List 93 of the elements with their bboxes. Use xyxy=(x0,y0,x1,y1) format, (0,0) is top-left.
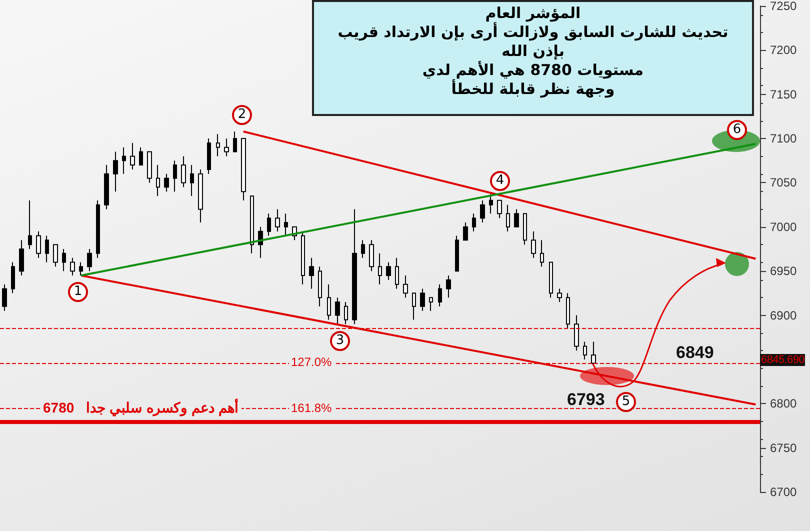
candlestick xyxy=(284,213,288,236)
candlestick xyxy=(216,134,220,157)
y-tick-label: 7200 xyxy=(770,43,798,58)
annotation: 6793 xyxy=(567,390,605,410)
candlestick xyxy=(309,257,314,290)
candlestick xyxy=(45,235,49,263)
candlestick xyxy=(173,160,177,192)
y-tick-label: 7150 xyxy=(770,87,798,102)
candlestick xyxy=(378,252,382,285)
annotation: 6849 xyxy=(676,343,714,363)
candlestick xyxy=(412,292,416,320)
candlestick xyxy=(190,164,194,196)
chart-title: المؤشر العام xyxy=(484,4,582,22)
candlestick xyxy=(70,257,75,276)
ref-line-label: أهم دعم وكسره سلبي جدا 6780 xyxy=(43,397,238,416)
candlestick xyxy=(361,240,365,258)
candlestick xyxy=(489,194,493,214)
text: 6845.690 xyxy=(760,354,806,366)
candlestick xyxy=(113,151,118,192)
candlestick xyxy=(506,204,510,232)
annotation: 1 xyxy=(68,282,88,302)
annotation: 161.8% xyxy=(289,401,334,415)
candlestick xyxy=(241,138,246,201)
candlestick xyxy=(369,240,374,272)
candlestick xyxy=(549,262,553,298)
y-tick-label: 6950 xyxy=(770,264,798,278)
candlestick xyxy=(583,341,587,360)
candlestick xyxy=(420,288,425,312)
y-tick-label: 6900 xyxy=(770,308,798,322)
y-tick-label: 7250 xyxy=(770,0,798,13)
candlestick xyxy=(198,168,203,223)
candlestick xyxy=(87,248,92,272)
candlestick xyxy=(497,200,502,219)
candlestick xyxy=(480,200,485,223)
candlestick xyxy=(36,230,41,258)
candlestick xyxy=(344,302,348,325)
candlestick xyxy=(531,230,536,258)
annotation: 3 xyxy=(330,331,350,351)
candlestick xyxy=(386,262,391,280)
note-box: المؤشر العام تحديث للشارت السابق ولازالت أرى بإن الارتداد قريب بإذن الله مستويات 8780 هي الأهم لدي وجهة نظر قابلة للخطأ xyxy=(312,0,754,116)
candlestick xyxy=(327,284,331,320)
candlestick xyxy=(181,156,186,188)
candlestick xyxy=(301,230,305,285)
candlestick xyxy=(96,200,100,258)
candlestick xyxy=(79,262,83,276)
candlestick xyxy=(130,142,135,170)
annotation: 5 xyxy=(616,392,636,412)
candlestick xyxy=(11,262,15,294)
candlestick xyxy=(19,240,24,276)
candlestick xyxy=(104,164,109,210)
y-tick-label: 6700 xyxy=(770,485,798,499)
candlestick xyxy=(395,257,399,290)
y-tick-label: 7050 xyxy=(770,176,798,190)
annotation: 2 xyxy=(232,105,252,125)
candlestick xyxy=(156,164,160,196)
y-tick-label: 6750 xyxy=(770,440,798,455)
candlestick xyxy=(455,235,459,272)
candlestick xyxy=(275,208,280,232)
candlestick xyxy=(207,138,211,174)
y-tick-label: 6800 xyxy=(770,396,798,411)
candlestick xyxy=(438,284,442,307)
candlestick xyxy=(523,213,527,246)
candlestick xyxy=(591,341,596,364)
annotation: 4 xyxy=(490,171,510,191)
candlestick xyxy=(472,213,476,232)
candlestick xyxy=(463,222,468,241)
candlestick xyxy=(267,213,271,236)
candlestick xyxy=(403,275,408,298)
candlestick xyxy=(28,200,32,250)
candlestick xyxy=(318,266,322,307)
candlestick xyxy=(335,297,340,325)
candlestick xyxy=(147,151,152,184)
y-tick-label: 7000 xyxy=(770,220,798,234)
candlestick xyxy=(139,146,143,166)
candlestick xyxy=(574,314,579,352)
candlestick xyxy=(446,275,451,298)
annotation: 6 xyxy=(727,120,747,140)
y-tick-label: 7100 xyxy=(770,132,798,146)
candlestick xyxy=(352,208,357,325)
candlestick xyxy=(224,138,229,157)
candlestick xyxy=(429,297,433,312)
candlestick xyxy=(540,240,544,268)
candlestick xyxy=(62,248,66,272)
annotation: 127.0% xyxy=(289,355,334,369)
candlestick xyxy=(164,173,169,192)
candlestick xyxy=(514,208,519,228)
candlestick xyxy=(566,292,570,330)
candlestick xyxy=(53,244,58,268)
candlestick xyxy=(250,195,254,254)
candlestick xyxy=(233,130,237,152)
candlestick xyxy=(122,146,126,174)
candlestick xyxy=(2,284,7,312)
candlestick xyxy=(557,288,562,303)
